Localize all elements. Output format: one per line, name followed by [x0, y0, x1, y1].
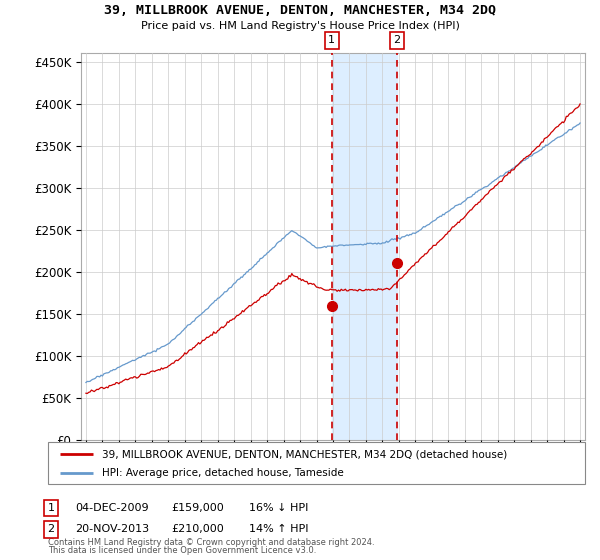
- Text: Price paid vs. HM Land Registry's House Price Index (HPI): Price paid vs. HM Land Registry's House …: [140, 21, 460, 31]
- Bar: [332, 53, 397, 440]
- Text: 1: 1: [47, 503, 55, 513]
- Text: HPI: Average price, detached house, Tameside: HPI: Average price, detached house, Tame…: [102, 468, 344, 478]
- Text: 2: 2: [394, 35, 400, 45]
- Text: 16% ↓ HPI: 16% ↓ HPI: [249, 503, 308, 513]
- Text: 1: 1: [328, 35, 335, 45]
- Text: 39, MILLBROOK AVENUE, DENTON, MANCHESTER, M34 2DQ: 39, MILLBROOK AVENUE, DENTON, MANCHESTER…: [104, 4, 496, 17]
- Text: 2: 2: [47, 524, 55, 534]
- Text: 39, MILLBROOK AVENUE, DENTON, MANCHESTER, M34 2DQ (detached house): 39, MILLBROOK AVENUE, DENTON, MANCHESTER…: [102, 449, 507, 459]
- Text: 04-DEC-2009: 04-DEC-2009: [75, 503, 149, 513]
- Text: 20-NOV-2013: 20-NOV-2013: [75, 524, 149, 534]
- Text: £159,000: £159,000: [171, 503, 224, 513]
- Text: Contains HM Land Registry data © Crown copyright and database right 2024.: Contains HM Land Registry data © Crown c…: [48, 538, 374, 547]
- Text: This data is licensed under the Open Government Licence v3.0.: This data is licensed under the Open Gov…: [48, 546, 316, 555]
- Text: 14% ↑ HPI: 14% ↑ HPI: [249, 524, 308, 534]
- Text: £210,000: £210,000: [171, 524, 224, 534]
